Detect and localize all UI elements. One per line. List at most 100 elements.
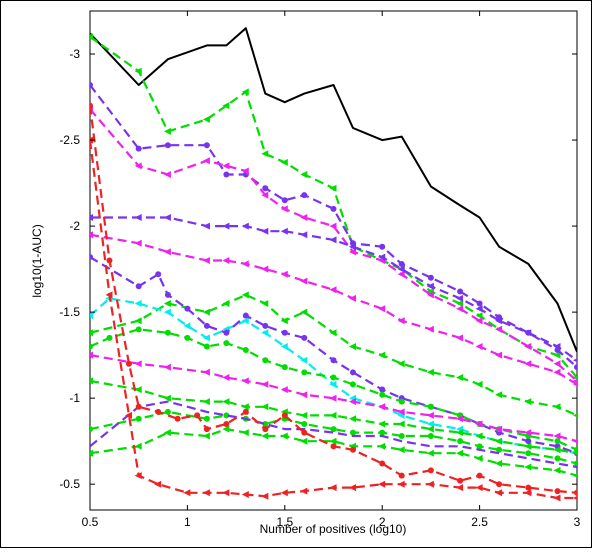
data-point — [457, 477, 464, 484]
data-point — [280, 158, 288, 166]
data-point — [379, 386, 386, 393]
data-point — [242, 408, 249, 415]
data-point — [573, 439, 577, 444]
data-point — [573, 375, 577, 380]
series-3 — [90, 105, 577, 383]
series-layer — [90, 27, 577, 502]
data-point — [379, 460, 386, 467]
data-point — [90, 33, 93, 41]
data-point — [573, 451, 577, 456]
data-point — [300, 231, 308, 239]
data-point — [456, 374, 464, 381]
data-point — [330, 426, 337, 433]
x-tick-label: 2.5 — [471, 515, 488, 529]
data-point — [223, 171, 230, 178]
data-point — [202, 308, 210, 316]
data-point — [281, 364, 288, 371]
data-point — [280, 317, 288, 325]
series-line — [90, 328, 577, 451]
data-point — [261, 492, 269, 500]
data-point — [261, 300, 269, 307]
data-point — [280, 432, 288, 440]
series-5 — [90, 231, 577, 387]
data-point — [553, 432, 561, 440]
data-point — [329, 380, 337, 388]
data-point — [378, 420, 386, 428]
data-point — [300, 411, 308, 419]
series-line — [90, 233, 577, 386]
data-point — [184, 305, 191, 312]
data-point — [183, 322, 191, 330]
series-line — [90, 216, 577, 362]
data-point — [241, 403, 249, 411]
series-2 — [90, 81, 577, 371]
data-point — [222, 162, 230, 170]
data-point — [456, 305, 464, 313]
data-point — [456, 429, 464, 437]
data-point — [475, 380, 483, 388]
data-point — [379, 391, 386, 398]
series-9 — [90, 326, 577, 453]
data-point — [554, 455, 561, 462]
data-point — [106, 334, 113, 341]
data-point — [574, 364, 577, 371]
data-point — [378, 480, 386, 488]
data-point — [134, 239, 142, 247]
data-point — [475, 484, 483, 492]
data-point — [223, 420, 230, 427]
data-point — [301, 429, 308, 436]
data-point — [203, 142, 210, 149]
data-point — [378, 442, 386, 450]
data-point — [349, 429, 356, 436]
data-point — [397, 480, 405, 488]
data-point — [427, 403, 434, 410]
data-point — [280, 205, 288, 213]
data-point — [426, 425, 434, 433]
series-line — [90, 256, 577, 455]
data-point — [222, 489, 230, 497]
data-point — [397, 317, 405, 325]
data-point — [202, 489, 210, 497]
data-point — [476, 472, 483, 479]
data-point — [524, 343, 532, 350]
y-tick-label: -0.5 — [59, 477, 80, 491]
data-point — [525, 484, 532, 491]
data-point — [222, 222, 230, 230]
data-point — [495, 425, 503, 433]
data-point — [301, 420, 308, 427]
x-tick-label: 1 — [184, 515, 191, 529]
data-point — [475, 343, 483, 350]
data-point — [300, 171, 308, 178]
series-line — [90, 410, 577, 465]
data-point — [134, 360, 142, 368]
y-axis-label: log10(1-AUC) — [30, 224, 44, 297]
series-11 — [90, 377, 577, 456]
series-line — [90, 293, 577, 417]
data-point — [203, 322, 210, 329]
data-point — [554, 438, 561, 445]
data-point — [135, 403, 142, 410]
data-point — [573, 358, 577, 363]
data-point — [280, 227, 288, 235]
series-4 — [90, 214, 577, 363]
data-point — [163, 127, 171, 135]
data-point — [524, 463, 532, 471]
x-tick-label: 3 — [574, 515, 581, 529]
data-point — [241, 429, 249, 437]
data-point — [202, 157, 210, 165]
data-point — [135, 145, 142, 152]
data-point — [202, 222, 210, 230]
data-point — [203, 426, 210, 433]
data-point — [164, 408, 171, 415]
data-point — [134, 67, 142, 75]
data-point — [300, 356, 308, 364]
data-point — [475, 317, 483, 325]
data-point — [241, 260, 249, 268]
series-line — [90, 105, 577, 494]
data-point — [574, 446, 577, 453]
data-point — [330, 374, 337, 381]
data-point — [301, 192, 308, 199]
data-point — [300, 487, 308, 495]
data-point — [524, 398, 532, 406]
x-tick-label: 1.5 — [276, 515, 293, 529]
